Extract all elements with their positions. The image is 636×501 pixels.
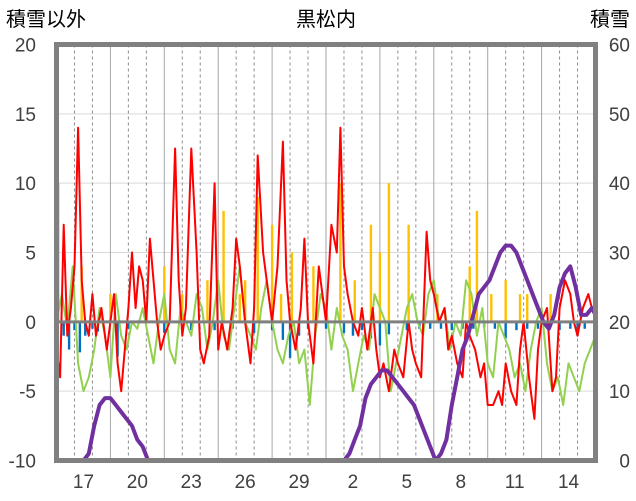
precip-bar [206,280,209,322]
anomaly-bar [450,321,453,331]
right-tick-label: 30 [609,244,630,265]
anomaly-bar [127,321,130,329]
left-tick-label: 10 [15,174,36,195]
precip-bar [238,294,241,322]
anomaly-bar [504,321,507,339]
precip-bar [109,294,112,322]
anomaly-bar [73,321,76,331]
x-tick-label: 2 [348,472,359,493]
anomaly-bar [515,321,518,331]
right-tick-label: 10 [609,382,630,403]
precip-bar [243,280,247,322]
anomaly-bar [116,321,119,357]
right-tick-label: 0 [619,452,630,473]
precip-bar [378,252,382,322]
x-tick-label: 8 [455,472,466,493]
precip-bar [222,210,225,322]
precip-bar [468,266,471,322]
right-tick-label: 20 [609,313,630,334]
precip-bar [526,294,529,322]
anomaly-bar [536,321,540,329]
left-tick-label: 5 [25,244,36,265]
left-tick-label: -10 [9,452,36,473]
anomaly-bar [213,321,216,331]
right-tick-label: 60 [609,36,630,57]
left-tick-label: 0 [25,313,36,334]
snow-line [56,243,598,463]
anomaly-bar [583,321,586,329]
x-tick-label: 20 [127,472,148,493]
anomaly-bar [281,321,285,340]
left-axis-title: 積雪以外 [6,7,86,31]
anomaly-bar [405,321,409,331]
left-tick-label: 20 [15,36,36,57]
x-tick-label: 14 [558,472,580,493]
anomaly-bar [378,321,382,346]
anomaly-bar [67,321,71,350]
right-tick-label: 50 [609,105,630,126]
precip-bar [504,280,507,322]
precip-bar [290,252,294,322]
anomaly-bar [84,321,87,336]
anomaly-bar [91,321,94,329]
anomaly-bar [387,321,391,335]
precip-bar [549,294,552,322]
anomaly-bar [493,321,497,329]
chart-title: 黒松内 [296,7,356,31]
precip-bar [279,294,283,322]
x-tick-label: 5 [402,472,413,493]
anomaly-bar [190,321,193,331]
anomaly-bar [472,321,475,329]
precip-bar [312,266,315,322]
anomaly-bar [351,321,355,336]
anomaly-bar [360,321,364,331]
anomaly-bar [78,321,82,353]
plot-frame [54,42,598,463]
anomaly-bar [324,321,328,329]
anomaly-bar [429,321,432,329]
x-tick-label: 11 [505,472,525,493]
precip-bar [475,210,479,322]
precip-bar [270,224,274,322]
precip-bar [353,280,356,322]
precip-bar [369,224,373,322]
precip-bar [387,183,391,322]
anomaly-bar [252,321,256,333]
line-series [55,126,598,463]
precip-bar [181,294,184,322]
precip-bar [407,224,410,322]
tmax-line [55,126,597,420]
anomaly-bar [526,321,529,329]
x-tick-label: 26 [235,472,256,493]
left-tick-label: -5 [19,382,36,403]
precip-bar [518,294,522,322]
anomaly-bar [288,321,292,358]
anomaly-bar [576,321,579,336]
anomaly-bar [62,321,65,336]
x-tick-label: 23 [181,472,202,493]
anomaly-bar [163,321,166,333]
precip-bar [339,183,342,322]
anomaly-bar [342,321,346,333]
x-tick-label: 17 [73,472,94,493]
anomaly-bar [439,321,443,329]
x-tick-label: 29 [288,472,309,493]
anomaly-bar [569,321,572,329]
left-tick-label: 15 [15,105,36,126]
precip-bar [490,294,493,322]
precip-bar [80,266,83,322]
right-axis-title: 積雪 [590,7,630,31]
right-tick-label: 40 [609,174,630,195]
precip-bar [256,197,259,322]
